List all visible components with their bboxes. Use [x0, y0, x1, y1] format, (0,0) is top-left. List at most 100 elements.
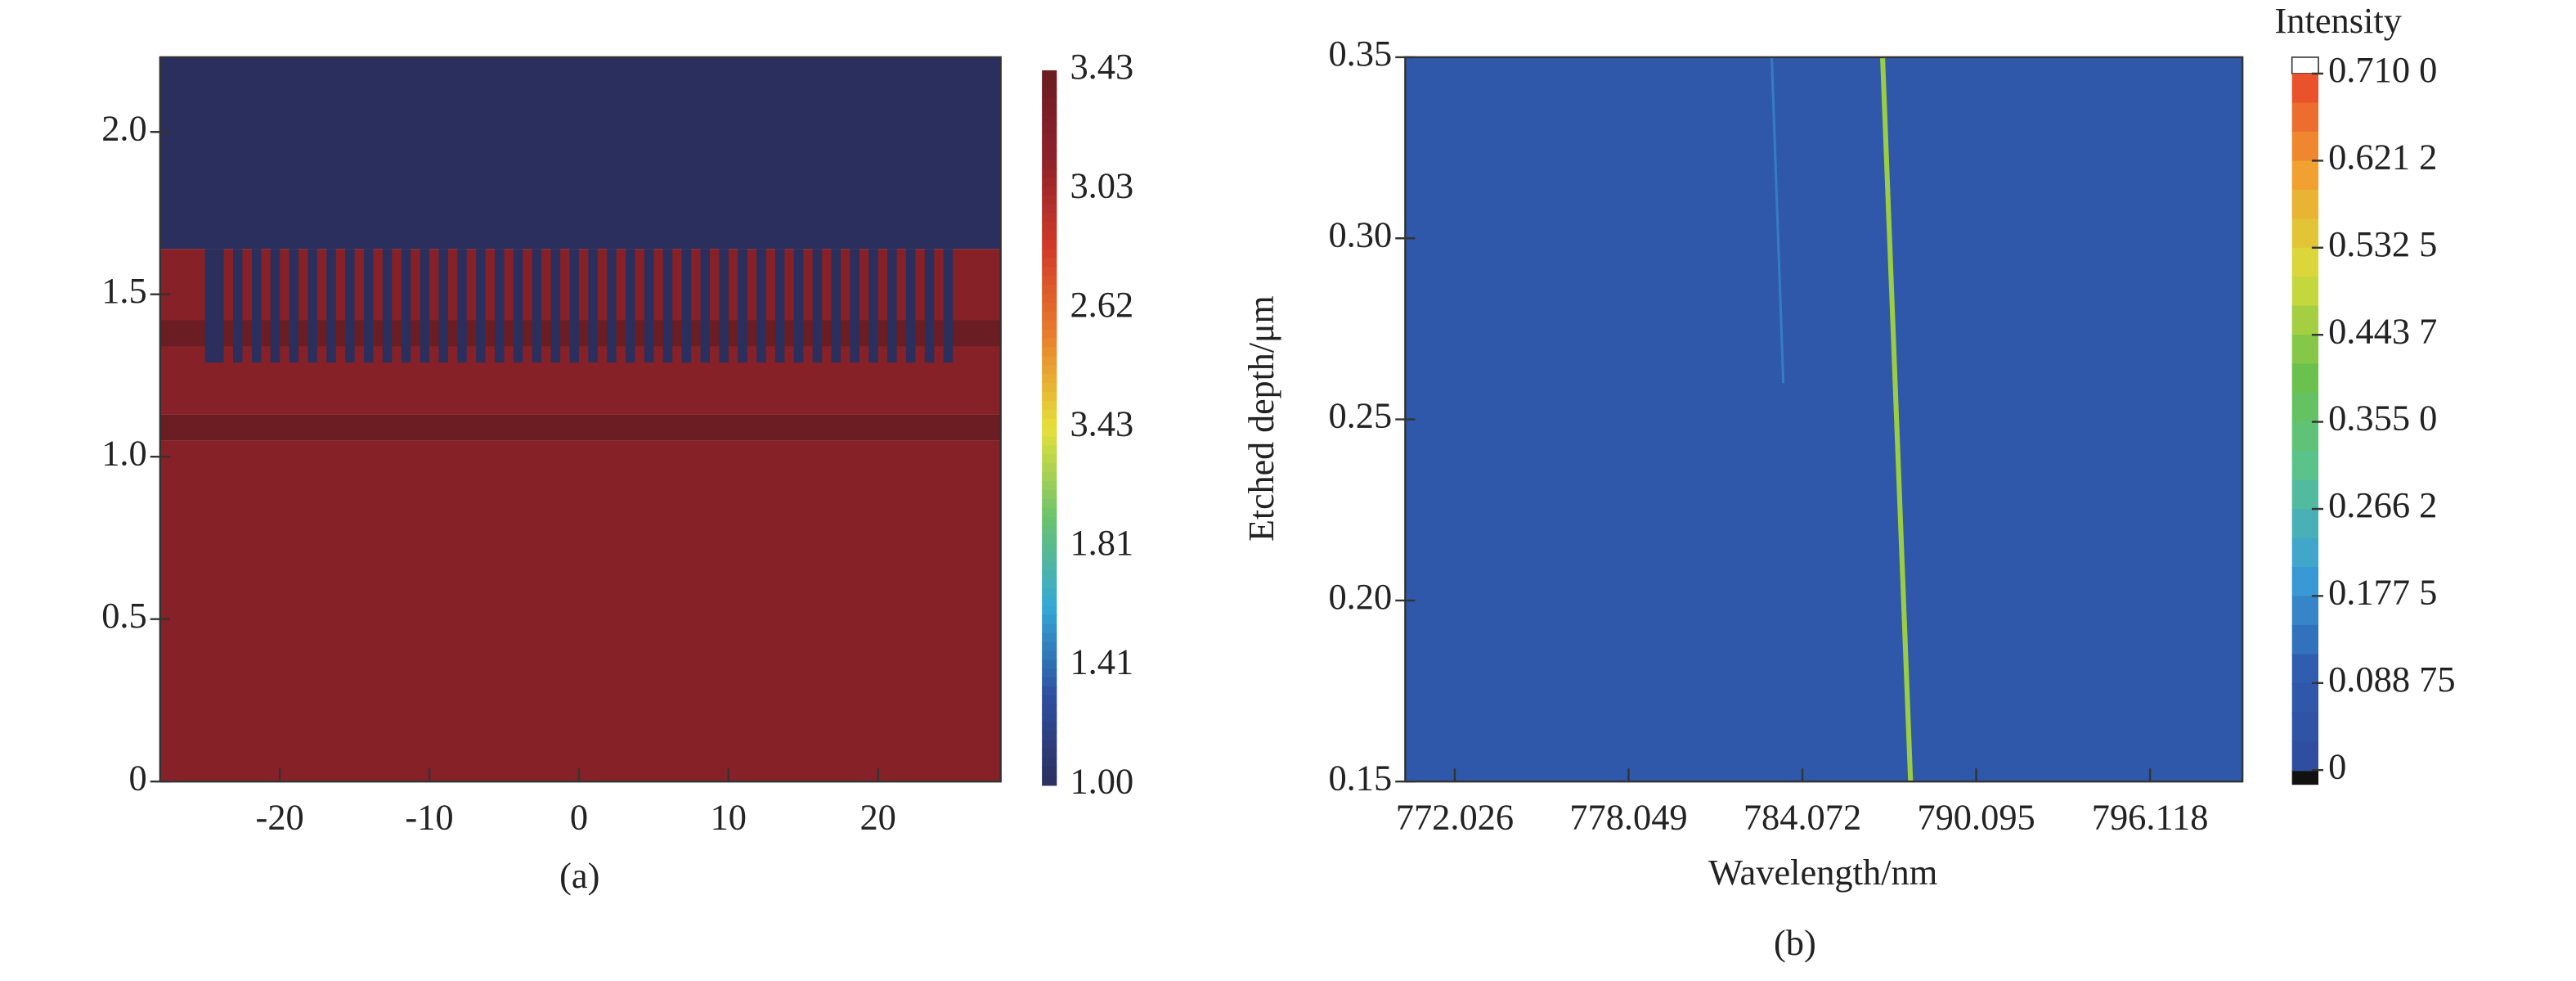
- colorbar-segment: [1042, 409, 1057, 420]
- grating-groove: [774, 249, 785, 363]
- colorbar-segment: [1042, 177, 1057, 188]
- colorbar-segment: [1042, 169, 1057, 179]
- colorbar-segment: [1042, 596, 1057, 608]
- colorbar-segment: [2291, 538, 2318, 569]
- grating-groove: [943, 249, 954, 363]
- colorbar-segment: [1042, 659, 1057, 670]
- x-tick-label: 20: [859, 797, 895, 837]
- y-tick-label: 0.30: [1328, 215, 1392, 255]
- colorbar-segment: [1042, 151, 1057, 161]
- colorbar-segment: [1042, 525, 1057, 536]
- colorbar-segment: [1042, 623, 1057, 634]
- colorbar-segment: [1042, 641, 1057, 652]
- colorbar-segment: [1042, 605, 1057, 616]
- grating-groove: [550, 249, 561, 363]
- colorbar-segment: [1042, 758, 1057, 768]
- colorbar-segment: [1042, 767, 1057, 777]
- colorbar-segment: [1042, 489, 1057, 501]
- colorbar-segment: [1042, 463, 1057, 474]
- grating-groove: [401, 249, 411, 363]
- colorbar-segment: [1042, 436, 1057, 447]
- colorbar-label: 3.03: [1070, 166, 1133, 206]
- colorbar-segment: [2291, 566, 2318, 597]
- colorbar-segment: [1042, 570, 1057, 581]
- grating-groove: [626, 249, 635, 363]
- colorbar-segment: [1042, 79, 1057, 89]
- grating-groove: [812, 249, 823, 363]
- grating-groove: [345, 249, 355, 363]
- grating-groove: [214, 249, 224, 363]
- colorbar-segment: [1042, 722, 1057, 732]
- colorbar-segment: [2291, 508, 2318, 539]
- grating-groove: [513, 249, 523, 363]
- colorbar-segment: [1042, 115, 1057, 125]
- grating-groove: [756, 249, 766, 363]
- colorbar-segment: [2291, 73, 2318, 104]
- colorbar-segment: [1042, 249, 1057, 259]
- grating-groove: [204, 249, 215, 363]
- intensity-ridge: [1770, 56, 1785, 384]
- grating-groove: [662, 249, 673, 363]
- layer: [159, 56, 1001, 250]
- colorbar-tick-label: 0.266 2: [2328, 485, 2437, 525]
- layer: [159, 320, 1001, 347]
- grating-groove: [681, 249, 692, 363]
- colorbar-tick-label: 0.621 2: [2328, 137, 2437, 178]
- colorbar-segment: [1042, 284, 1057, 295]
- colorbar-segment: [2291, 682, 2318, 713]
- grating-groove: [476, 249, 486, 363]
- colorbar-segment: [2291, 654, 2318, 685]
- colorbar-segment: [1042, 418, 1057, 429]
- colorbar-segment: [1042, 704, 1057, 715]
- colorbar-segment: [1042, 186, 1057, 196]
- grating-groove: [251, 249, 262, 363]
- grating-groove: [233, 249, 243, 363]
- colorbar-segment: [1042, 231, 1057, 241]
- colorbar-title: Intensity: [2275, 1, 2402, 41]
- x-tick-label: 10: [711, 797, 747, 837]
- colorbar-segment: [1042, 552, 1057, 563]
- colorbar-segment: [1042, 749, 1057, 759]
- x-tick-label: 790.095: [1917, 797, 2035, 837]
- colorbar-segment: [1042, 142, 1057, 152]
- colorbar-label: 1.41: [1070, 642, 1133, 682]
- colorbar-segment: [1042, 614, 1057, 625]
- colorbar-segment: [1042, 498, 1057, 510]
- colorbar-segment: [1042, 579, 1057, 590]
- grating-groove: [607, 249, 617, 363]
- y-tick-label: 2.0: [101, 109, 147, 149]
- colorbar-segment: [2291, 160, 2318, 191]
- grating-groove: [700, 249, 710, 363]
- colorbar-segment: [1042, 454, 1057, 465]
- colorbar-under: [2291, 770, 2318, 785]
- layer: [159, 440, 1001, 782]
- grating-groove: [364, 249, 374, 363]
- x-axis-label: Wavelength/nm: [1708, 853, 1937, 893]
- y-tick-label: 0.20: [1328, 577, 1392, 617]
- grating-groove: [588, 249, 598, 363]
- y-tick-label: 1.0: [101, 434, 147, 474]
- grating-groove: [887, 249, 897, 363]
- colorbar-segment: [1042, 70, 1057, 81]
- y-tick-label: 0: [129, 758, 147, 798]
- grating-groove: [495, 249, 505, 363]
- colorbar-segment: [1042, 445, 1057, 456]
- colorbar-segment: [1042, 204, 1057, 214]
- grating-groove: [457, 249, 467, 363]
- colorbar-segment: [1042, 258, 1057, 268]
- colorbar-segment: [2291, 740, 2318, 772]
- colorbar-segment: [1042, 293, 1057, 304]
- grating-groove: [270, 249, 280, 363]
- colorbar-segment: [1042, 320, 1057, 331]
- grating-groove: [644, 249, 654, 363]
- y-tick-label: 0.15: [1328, 758, 1392, 798]
- colorbar-segment: [1042, 561, 1057, 572]
- colorbar-segment: [1042, 195, 1057, 205]
- colorbar-segment: [1042, 391, 1057, 403]
- colorbar-segment: [2291, 712, 2318, 742]
- y-tick-label: 1.5: [101, 271, 147, 311]
- colorbar-segment: [1042, 365, 1057, 376]
- grating-groove: [905, 249, 916, 363]
- colorbar-tick-label: 0.443 7: [2328, 312, 2437, 352]
